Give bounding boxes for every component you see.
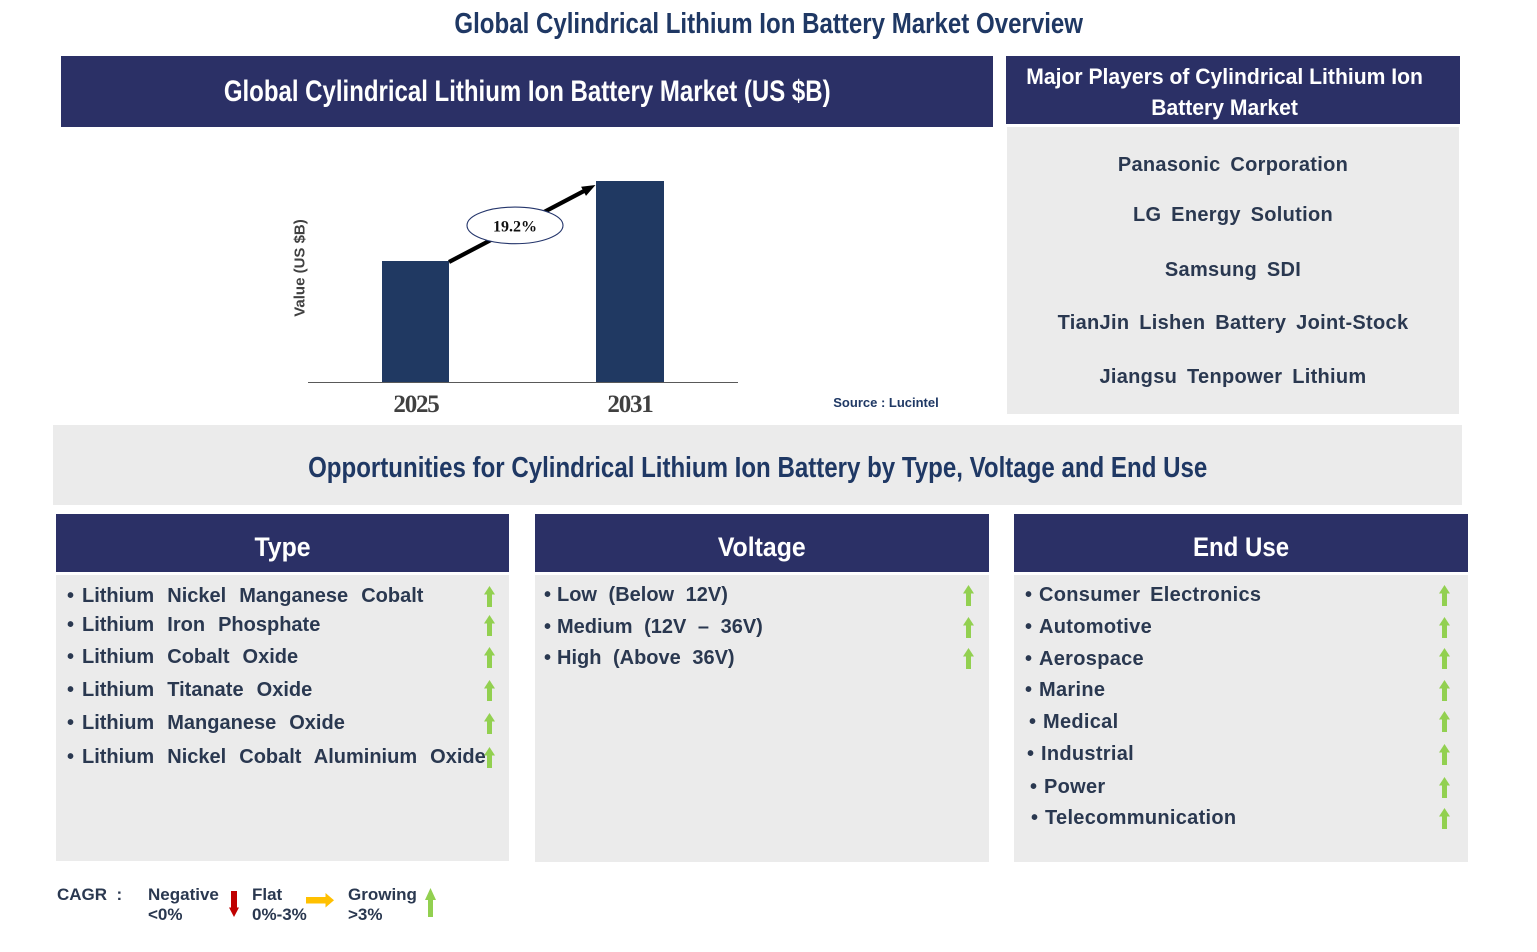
svg-text:19.2%: 19.2% [493, 219, 537, 236]
